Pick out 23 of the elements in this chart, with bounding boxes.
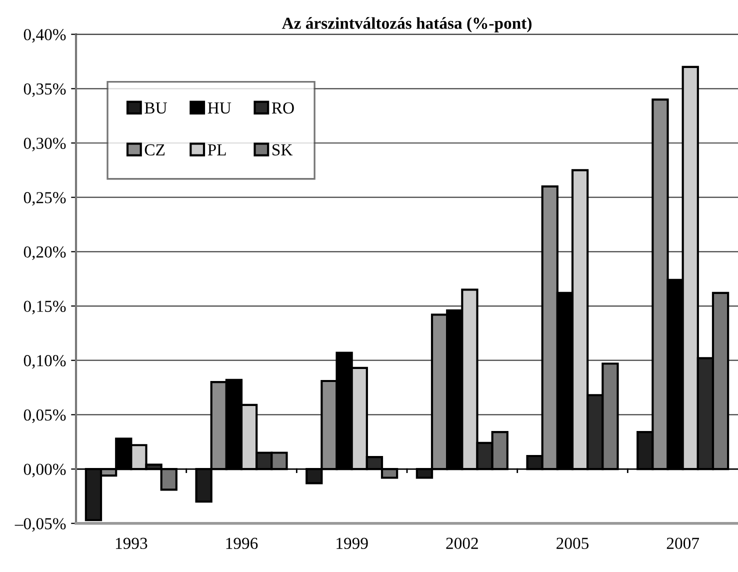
legend-label: SK xyxy=(272,144,293,156)
y-tick-label: 0,20% xyxy=(24,246,66,260)
y-tick-label: 0,15% xyxy=(24,300,66,314)
x-tick-label: 2005 xyxy=(556,538,589,549)
legend-label: BU xyxy=(144,102,167,114)
legend-label: HU xyxy=(208,102,232,114)
y-tick-label: 0,40% xyxy=(24,29,66,43)
chart-title: Az árszintváltozás hatása (%-pont) xyxy=(282,17,532,32)
y-tick-label: 0,00% xyxy=(24,464,66,478)
x-tick-label: 1999 xyxy=(336,538,368,549)
legend-label: PL xyxy=(208,144,226,156)
y-tick-label: 0,10% xyxy=(24,355,66,369)
y-tick-label: 0,35% xyxy=(24,83,66,98)
y-tick-label: 0,30% xyxy=(24,138,66,152)
legend-label: RO xyxy=(272,102,294,114)
y-tick-label: 0,05% xyxy=(24,409,66,424)
x-tick-label: 2002 xyxy=(446,538,478,549)
y-tick-label: 0,25% xyxy=(24,192,66,206)
legend-label: CZ xyxy=(144,144,165,156)
x-tick-label: 1996 xyxy=(226,538,258,549)
y-tick-label: –0,05% xyxy=(14,518,66,532)
x-tick-label: 2007 xyxy=(666,538,700,549)
x-tick-label: 1993 xyxy=(116,538,148,549)
